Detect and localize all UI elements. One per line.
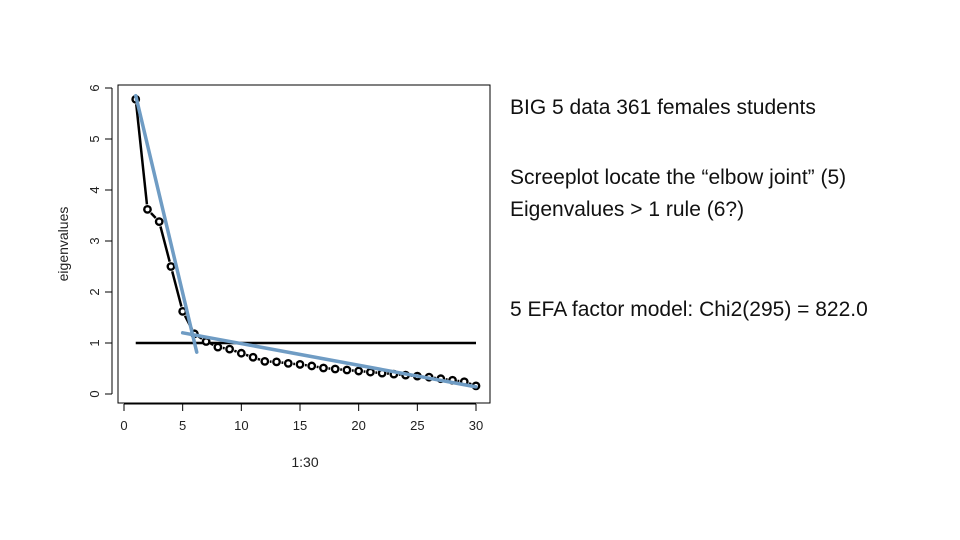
y-tick-label: 4	[87, 186, 102, 193]
connector-segment	[233, 349, 238, 353]
eigenvalue-point	[319, 363, 328, 373]
eigenvalue-point	[295, 360, 305, 369]
eigenvalue-point	[272, 357, 281, 367]
connector-segment	[245, 353, 249, 357]
note-screeplot: Screeplot locate the “elbow joint” (5)	[510, 166, 847, 189]
elbow-line-steep	[133, 93, 199, 354]
eigenvalue-point	[154, 217, 164, 227]
connector-segment	[135, 104, 149, 205]
note-efa-model: 5 EFA factor model: Chi2(295) = 822.0	[510, 298, 868, 321]
plot-frame	[117, 84, 491, 404]
connector-segment	[257, 357, 261, 361]
eigenvalue-point	[330, 364, 340, 374]
connector-segment	[150, 212, 157, 219]
connector-segment	[210, 342, 214, 347]
x-tick-label: 30	[469, 418, 483, 433]
eigenvalue-point	[143, 204, 152, 214]
x-tick-label: 0	[120, 418, 127, 433]
x-tick-label: 10	[234, 418, 248, 433]
eigenvalue-point	[365, 367, 375, 377]
y-tick-label: 6	[87, 84, 102, 91]
eigenvalue-point	[354, 366, 364, 376]
y-tick-label: 2	[87, 288, 102, 295]
eigenvalue-point	[225, 344, 235, 354]
y-tick-label: 3	[87, 237, 102, 244]
eigenvalue-point	[248, 352, 258, 362]
y-tick-label: 0	[87, 390, 102, 397]
eigenvalue-point	[283, 358, 293, 368]
y-tick-label: 1	[87, 339, 102, 346]
x-tick-label: 25	[410, 418, 424, 433]
eigenvalue-point	[307, 361, 317, 371]
x-axis: 0 5 10 15 20 25 30	[120, 403, 483, 433]
x-tick-label: 5	[179, 418, 186, 433]
scree-plot: 0 5 10 15 20 25 30 0 1 2 3 4 5 6 1:30 eigenvalues	[55, 84, 491, 470]
connector-segment	[170, 271, 183, 307]
y-tick-label: 5	[87, 135, 102, 142]
eigenvalue-points	[131, 94, 481, 391]
eigenvalue-point	[166, 262, 176, 271]
eigenvalue-point	[236, 348, 246, 358]
x-axis-title: 1:30	[291, 454, 318, 470]
elbow-fit-lines	[133, 93, 478, 389]
eigenvalue-point	[342, 365, 352, 375]
note-eigenvalue-rule: Eigenvalues > 1 rule (6?)	[510, 198, 745, 221]
note-dataset: BIG 5 data 361 females students	[510, 96, 816, 119]
connector-segment	[159, 226, 171, 262]
connector-segment	[468, 382, 472, 386]
x-tick-label: 20	[351, 418, 365, 433]
y-axis-title: eigenvalues	[55, 207, 71, 282]
eigenvalue-point	[213, 342, 223, 352]
x-tick-label: 15	[293, 418, 307, 433]
y-axis: 0 1 2 3 4 5 6	[87, 84, 113, 398]
elbow-line-flat	[180, 331, 478, 389]
eigenvalue-point	[260, 356, 270, 366]
